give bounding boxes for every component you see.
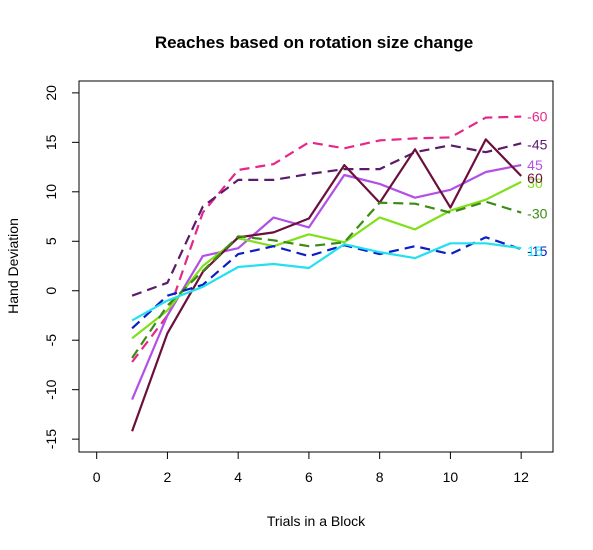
x-axis-label: Trials in a Block (267, 513, 366, 529)
y-tick-label: 0 (43, 287, 59, 295)
y-axis-label: Hand Deviation (5, 218, 21, 314)
plot-frame (78, 80, 554, 453)
series-label: -45 (527, 136, 547, 152)
x-tick-label: 12 (513, 469, 529, 485)
x-tick-label: 6 (305, 469, 313, 485)
chart-title: Reaches based on rotation size change (155, 33, 473, 52)
series-label: 15 (527, 243, 543, 259)
series-line-neg45 (131, 142, 522, 297)
x-tick-label: 4 (234, 469, 242, 485)
series-line-45 (131, 164, 522, 401)
y-tick-label: -10 (43, 379, 59, 399)
x-axis: 0 2 4 6 8 10 12 (93, 452, 529, 485)
y-tick-label: -15 (43, 429, 59, 449)
series-label: 30 (527, 175, 543, 191)
series-line-60 (131, 138, 522, 432)
series-line-neg30 (131, 200, 522, 359)
x-tick-label: 0 (93, 469, 101, 485)
series-line-15 (131, 242, 522, 322)
series-lines (131, 115, 522, 432)
y-tick-label: 20 (43, 85, 59, 101)
x-tick-label: 10 (443, 469, 459, 485)
series-label: -30 (527, 206, 547, 222)
series-line-neg60 (131, 115, 522, 363)
series-line-30 (131, 180, 522, 340)
x-tick-label: 8 (376, 469, 384, 485)
y-tick-label: 10 (43, 184, 59, 200)
y-tick-label: -5 (43, 334, 59, 347)
series-label: 45 (527, 157, 543, 173)
series-line-neg15 (131, 236, 522, 330)
series-label: -15 (527, 243, 547, 259)
series-label: 60 (527, 170, 543, 186)
series-label: -60 (527, 109, 547, 125)
x-tick-label: 2 (164, 469, 172, 485)
y-tick-label: 15 (43, 134, 59, 150)
y-axis: -15 -10 -5 0 5 10 15 20 (43, 85, 79, 449)
y-tick-label: 5 (43, 237, 59, 245)
